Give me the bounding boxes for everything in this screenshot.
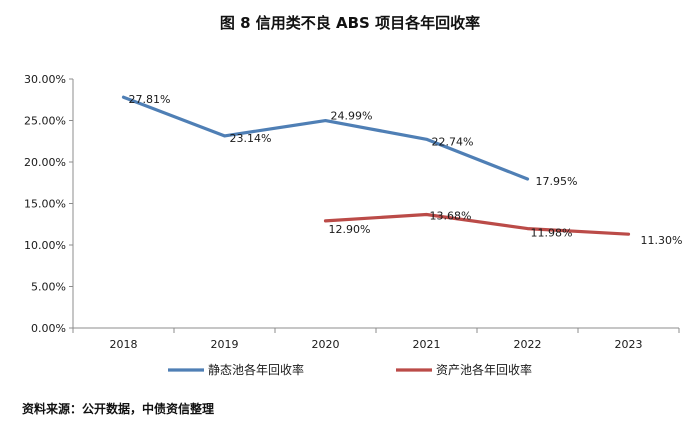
source-note: 资料来源：公开数据，中债资信整理 [22, 402, 215, 416]
legend-label-2: 资产池各年回收率 [436, 362, 532, 377]
y-tick-label: 15.00% [24, 198, 66, 211]
data-label: 24.99% [331, 110, 373, 123]
data-label: 27.81% [129, 93, 171, 106]
data-label: 22.74% [432, 135, 474, 148]
y-tick-label: 5.00% [31, 281, 66, 294]
data-labels: 27.81% 23.14% 24.99% 22.74% 17.95% 12.90% 13.6… [129, 93, 683, 247]
series-line-1 [121, 95, 530, 181]
data-label: 17.95% [536, 175, 578, 188]
chart-title: 图 8 信用类不良 ABS 项目各年回收率 [219, 14, 481, 32]
data-label: 13.68% [430, 209, 472, 222]
y-tick-label: 30.00% [24, 73, 66, 86]
x-tick-label: 2018 [110, 338, 138, 351]
y-tick-label: 10.00% [24, 239, 66, 252]
y-tick-label: 20.00% [24, 156, 66, 169]
y-tick-label: 25.00% [24, 115, 66, 128]
data-label: 12.90% [329, 223, 371, 236]
legend-label-1: 静态池各年回收率 [208, 362, 304, 377]
x-tick-label: 2023 [615, 338, 643, 351]
series-line-2 [323, 212, 631, 236]
data-label: 23.14% [230, 132, 272, 145]
x-tick-label: 2020 [312, 338, 340, 351]
y-tick-label: 0.00% [31, 322, 66, 335]
x-tick-label: 2022 [514, 338, 542, 351]
data-label: 11.30% [641, 234, 683, 247]
chart-axes: 0.00% 5.00% 10.00% 15.00% 20.00% 25.00% 30.00%… [24, 73, 680, 351]
legend: 静态池各年回收率 资产池各年回收率 [168, 362, 532, 377]
series-layer [121, 95, 631, 236]
data-label: 11.98% [531, 227, 573, 240]
x-tick-label: 2019 [211, 338, 239, 351]
x-tick-label: 2021 [413, 338, 441, 351]
